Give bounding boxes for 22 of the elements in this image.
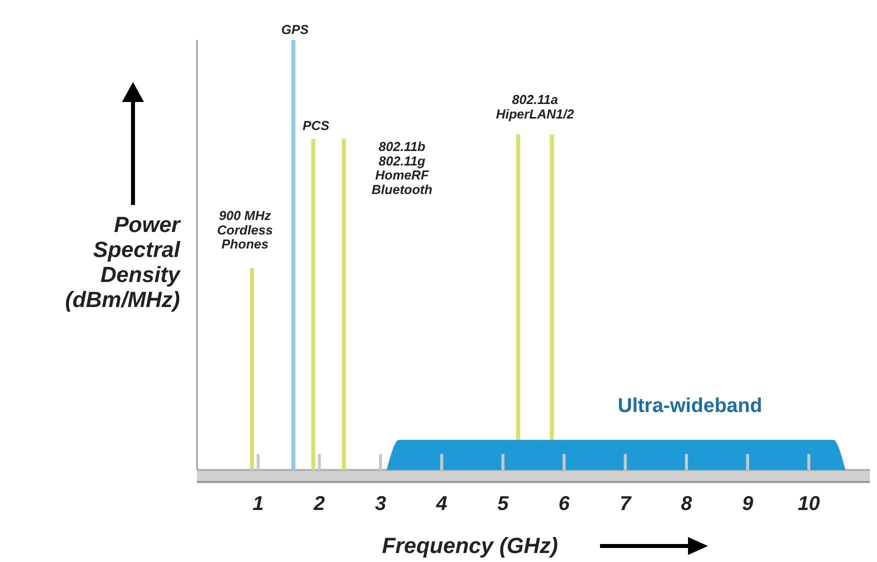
x-tick-label: 5: [497, 493, 510, 515]
x-axis-title: Frequency (GHz): [382, 533, 558, 558]
x-tick-label: 6: [558, 493, 571, 515]
bar: [250, 268, 254, 470]
annotation: 900 MHz Cordless Phones: [217, 208, 273, 252]
text: GPS: [281, 22, 310, 37]
x-tick-label: 7: [620, 493, 632, 515]
bar: [342, 138, 346, 470]
x-tick-label: 1: [252, 493, 264, 515]
annotation: PCS: [302, 118, 330, 133]
annotation: 802.11b 802.11g HomeRF Bluetooth: [372, 139, 432, 197]
bar: [291, 40, 296, 470]
annotation: 802.11a HiperLAN1/2: [496, 92, 575, 122]
x-tick-label: 8: [680, 493, 693, 515]
x-tick-label: 3: [374, 493, 386, 515]
bar: [311, 138, 316, 470]
x-tick-label: 4: [435, 493, 448, 515]
y-axis-title: Power Spectral Density (dBm/MHz): [65, 212, 182, 312]
x-tick-label: 10: [798, 493, 820, 515]
x-tick-label: 2: [312, 493, 325, 515]
x-tick-label: 9: [742, 493, 754, 515]
annotation: Ultra-wideband: [618, 395, 762, 417]
